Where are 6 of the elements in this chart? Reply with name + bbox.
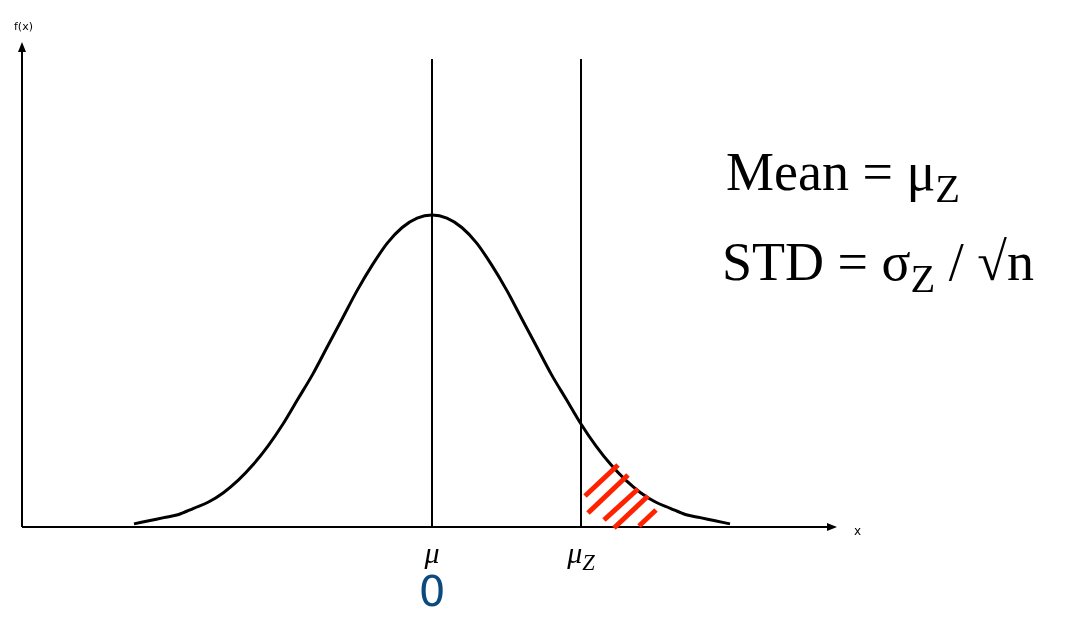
x-tick-label: μ$_{Z}$	[566, 536, 596, 575]
annotation: STD = σ$_{Z}$ / √n	[722, 232, 1034, 302]
text: Mean = μ$_{Z}$	[726, 142, 961, 212]
text: f(x)	[14, 20, 33, 33]
text: x	[854, 524, 862, 538]
x-tick-label: μ	[423, 536, 440, 569]
